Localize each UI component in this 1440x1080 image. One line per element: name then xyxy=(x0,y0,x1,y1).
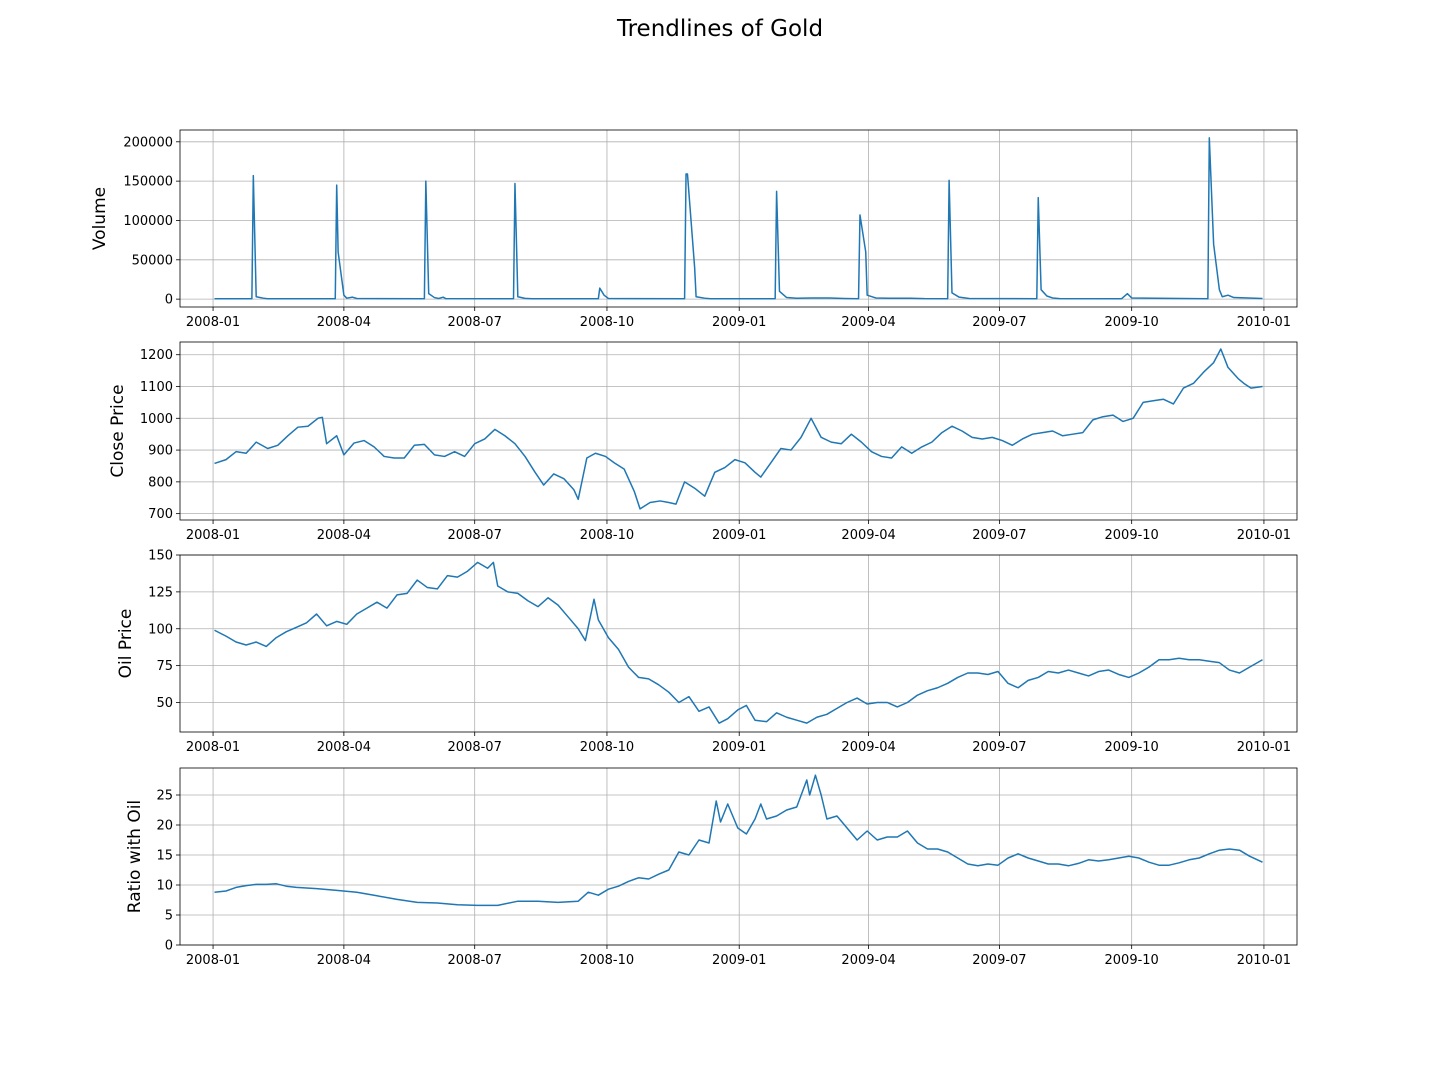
y-tick-label: 5 xyxy=(165,909,173,924)
x-tick-label: 2009-01 xyxy=(712,528,766,543)
y-axis-label: Volume xyxy=(90,187,110,250)
y-tick-label: 1200 xyxy=(140,348,173,363)
x-tick-label: 2010-01 xyxy=(1237,740,1291,755)
series-line xyxy=(214,137,1263,300)
axes-frame xyxy=(179,554,1298,733)
x-tick-label: 2009-07 xyxy=(972,740,1026,755)
series-line xyxy=(214,774,1263,907)
series-line xyxy=(214,561,1263,724)
x-tick-label: 2008-07 xyxy=(448,528,502,543)
x-tick-label: 2008-07 xyxy=(448,740,502,755)
y-tick-label: 0 xyxy=(165,293,173,308)
x-tick-label: 2009-07 xyxy=(972,528,1026,543)
y-axis-label: Close Price xyxy=(108,384,128,477)
x-tick-label: 2009-07 xyxy=(972,315,1026,330)
axes-frame xyxy=(179,767,1298,946)
y-tick-label: 50000 xyxy=(132,253,173,268)
panel-ratio-with-oil: 2008-01 2008-04 2008-07 2008-10 2009-01 2009-… xyxy=(125,767,1298,968)
x-tick-label: 2009-04 xyxy=(841,953,895,968)
x-tick-label: 2010-01 xyxy=(1237,528,1291,543)
x-tick-label: 2008-04 xyxy=(317,740,371,755)
x-tick-label: 2009-10 xyxy=(1105,528,1159,543)
x-tick-label: 2008-01 xyxy=(186,953,240,968)
axes-frame xyxy=(179,341,1298,521)
y-tick-label: 1100 xyxy=(140,380,173,395)
y-tick-label: 50 xyxy=(156,696,173,711)
y-tick-label: 100 xyxy=(148,622,173,637)
x-tick-label: 2008-04 xyxy=(317,528,371,543)
x-tick-label: 2009-01 xyxy=(712,953,766,968)
y-tick-label: 900 xyxy=(148,444,173,459)
y-axis-label: Oil Price xyxy=(116,609,136,679)
y-axis-label: Ratio with Oil xyxy=(125,800,145,913)
x-tick-label: 2009-04 xyxy=(841,740,895,755)
x-tick-label: 2008-10 xyxy=(580,315,634,330)
y-tick-label: 150 xyxy=(148,549,173,564)
x-tick-label: 2009-10 xyxy=(1105,740,1159,755)
panel-close-price: 2008-01 2008-04 2008-07 2008-10 2009-01 2009-… xyxy=(108,341,1298,543)
y-tick-label: 20 xyxy=(156,819,173,834)
panel-volume: 2008-01 2008-04 2008-07 2008-10 2009-01 2009-… xyxy=(90,129,1298,330)
figure-title: Trendlines of Gold xyxy=(616,16,824,42)
x-tick-label: 2008-04 xyxy=(317,315,371,330)
x-tick-label: 2010-01 xyxy=(1237,315,1291,330)
x-tick-label: 2010-01 xyxy=(1237,953,1291,968)
x-tick-label: 2009-10 xyxy=(1105,315,1159,330)
y-tick-label: 700 xyxy=(148,507,173,522)
x-tick-label: 2009-01 xyxy=(712,315,766,330)
x-tick-label: 2008-10 xyxy=(580,528,634,543)
panel-oil-price: 2008-01 2008-04 2008-07 2008-10 2009-01 2009-… xyxy=(116,549,1298,755)
x-tick-label: 2008-01 xyxy=(186,315,240,330)
x-tick-label: 2009-01 xyxy=(712,740,766,755)
x-tick-label: 2008-04 xyxy=(317,953,371,968)
series-line xyxy=(214,348,1263,510)
y-tick-label: 75 xyxy=(156,659,173,674)
y-tick-label: 15 xyxy=(156,849,173,864)
y-tick-label: 0 xyxy=(165,939,173,954)
x-tick-label: 2009-07 xyxy=(972,953,1026,968)
y-tick-label: 1000 xyxy=(140,412,173,427)
y-tick-label: 200000 xyxy=(123,135,173,150)
y-tick-label: 100000 xyxy=(123,214,173,229)
x-tick-label: 2008-07 xyxy=(448,315,502,330)
x-tick-label: 2009-10 xyxy=(1105,953,1159,968)
x-tick-label: 2009-04 xyxy=(841,315,895,330)
x-tick-label: 2008-07 xyxy=(448,953,502,968)
x-tick-label: 2008-01 xyxy=(186,528,240,543)
axes-frame xyxy=(179,129,1298,308)
y-tick-label: 150000 xyxy=(123,175,173,190)
x-tick-label: 2008-01 xyxy=(186,740,240,755)
x-tick-label: 2008-10 xyxy=(580,740,634,755)
y-tick-label: 10 xyxy=(156,879,173,894)
y-tick-label: 800 xyxy=(148,475,173,490)
y-tick-label: 125 xyxy=(148,585,173,600)
y-tick-label: 25 xyxy=(156,789,173,804)
x-tick-label: 2009-04 xyxy=(841,528,895,543)
x-tick-label: 2008-10 xyxy=(580,953,634,968)
